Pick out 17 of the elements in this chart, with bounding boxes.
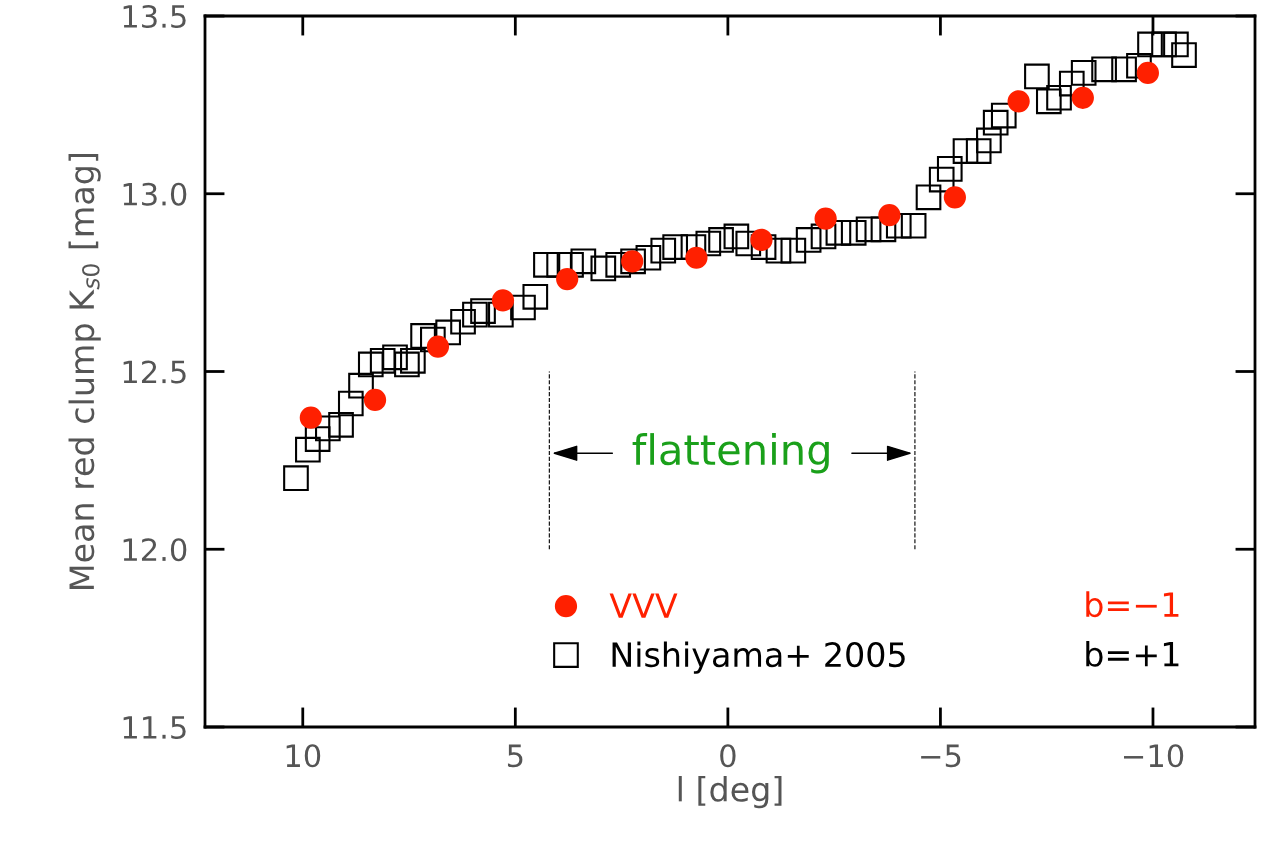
annotation: flattening bbox=[632, 433, 829, 474]
x-tick-label: 0 bbox=[720, 744, 736, 768]
y-axis-title: Mean red clump K$_{s0}$ [mag] bbox=[68, 153, 101, 589]
y-tick-label: 12.0 bbox=[123, 538, 187, 562]
annotation: b=−1 bbox=[1086, 591, 1179, 618]
x-axis-title: l [deg] bbox=[678, 776, 782, 809]
x-tick-label: −5 bbox=[921, 744, 961, 768]
x-tick-label: 10 bbox=[286, 744, 321, 768]
x-tick-label: −10 bbox=[1123, 744, 1184, 768]
y-tick-label: 13.5 bbox=[123, 4, 186, 29]
annotation: b=+1 bbox=[1086, 641, 1179, 667]
legend-label: Nishiyama+ 2005 bbox=[612, 641, 905, 674]
x-tick-label: 5 bbox=[507, 744, 523, 768]
y-tick-label: 13.0 bbox=[123, 182, 187, 206]
legend-label: VVV bbox=[609, 593, 678, 618]
y-tick-label: 11.5 bbox=[123, 716, 186, 740]
y-tick-label: 12.5 bbox=[123, 360, 186, 384]
